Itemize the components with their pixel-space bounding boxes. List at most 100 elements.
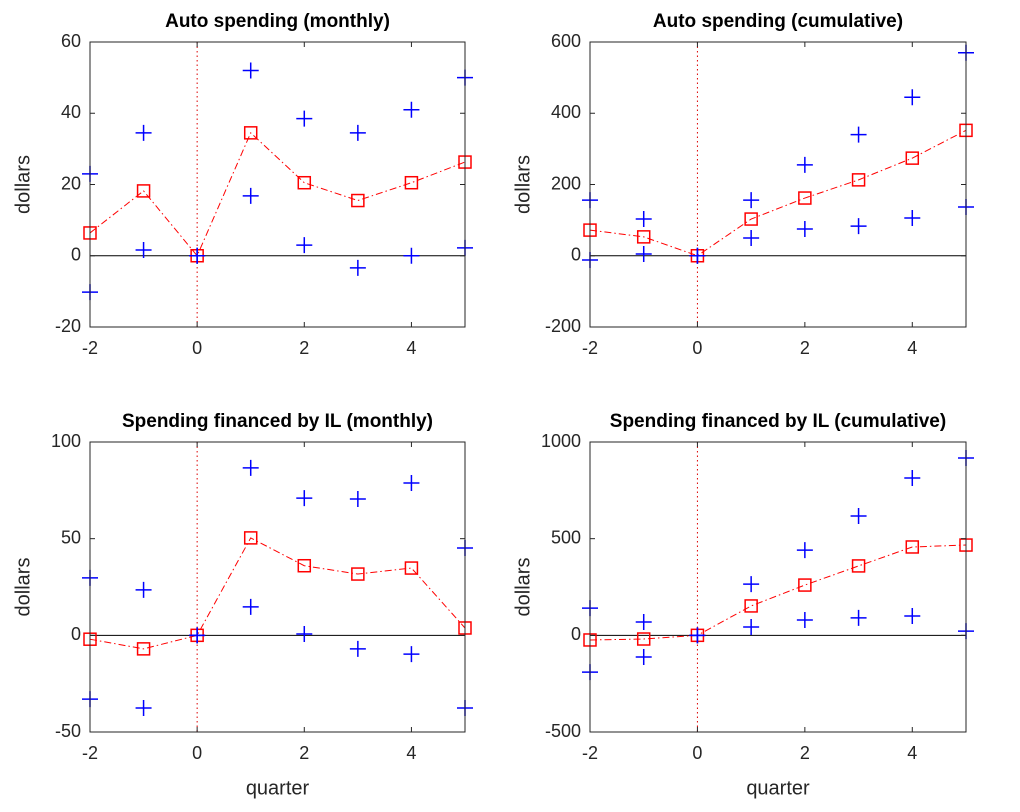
y-tick-label: 60 bbox=[61, 31, 81, 51]
x-tick-label: -2 bbox=[582, 743, 598, 763]
square-marker bbox=[851, 559, 866, 573]
square-marker bbox=[243, 531, 258, 545]
plus-marker bbox=[296, 110, 313, 127]
square-marker bbox=[798, 191, 812, 205]
square-marker bbox=[136, 642, 151, 656]
y-tick-label: 100 bbox=[51, 431, 81, 451]
plus-marker bbox=[796, 612, 813, 629]
square-marker bbox=[243, 126, 258, 140]
y-tick-label: 200 bbox=[551, 173, 581, 193]
square-marker bbox=[636, 632, 651, 646]
y-axis-label: dollars bbox=[512, 558, 534, 617]
y-axis-label: dollars bbox=[512, 155, 534, 214]
chart-title: Spending financed by IL (cumulative) bbox=[610, 411, 946, 432]
x-tick-label: 0 bbox=[692, 743, 702, 763]
y-axis-label: dollars bbox=[12, 155, 34, 214]
square-marker bbox=[404, 561, 419, 575]
square-marker bbox=[351, 567, 365, 581]
plus-marker bbox=[403, 646, 420, 663]
plot-area bbox=[590, 42, 966, 327]
plus-marker bbox=[743, 229, 760, 246]
plus-marker bbox=[635, 245, 652, 262]
y-tick-label: 0 bbox=[571, 624, 581, 644]
plus-marker bbox=[904, 89, 921, 106]
y-tick-label: 400 bbox=[551, 102, 581, 122]
y-axis-label: dollars bbox=[12, 558, 34, 617]
plus-marker bbox=[403, 474, 420, 491]
square-marker bbox=[297, 558, 312, 573]
plus-marker bbox=[743, 619, 760, 636]
x-tick-label: 0 bbox=[192, 338, 202, 358]
series-line bbox=[89, 537, 466, 650]
plus-marker bbox=[850, 609, 867, 626]
y-tick-label: 20 bbox=[61, 173, 81, 193]
plus-marker bbox=[135, 700, 152, 717]
y-tick-label: -20 bbox=[55, 316, 81, 336]
plot-area bbox=[590, 442, 966, 732]
x-tick-label: 4 bbox=[406, 338, 416, 358]
y-tick-label: -500 bbox=[545, 721, 581, 741]
plus-marker bbox=[296, 237, 313, 254]
plus-marker bbox=[135, 242, 152, 259]
y-tick-label: 50 bbox=[61, 527, 81, 547]
y-tick-label: 0 bbox=[71, 245, 81, 265]
x-tick-label: 4 bbox=[406, 743, 416, 763]
plus-marker bbox=[296, 625, 313, 642]
plus-marker bbox=[242, 62, 259, 79]
plus-marker bbox=[796, 221, 813, 238]
square-marker bbox=[744, 599, 758, 613]
x-tick-label: 2 bbox=[299, 338, 309, 358]
series-line bbox=[89, 131, 466, 257]
x-tick-label: 2 bbox=[299, 743, 309, 763]
plus-marker bbox=[296, 490, 313, 507]
x-tick-label: -2 bbox=[82, 338, 98, 358]
plus-marker bbox=[796, 542, 813, 559]
plot-area bbox=[90, 42, 465, 327]
plus-marker bbox=[743, 192, 760, 209]
y-tick-label: 40 bbox=[61, 102, 81, 122]
y-tick-label: 1000 bbox=[541, 431, 581, 451]
plus-marker bbox=[850, 218, 867, 235]
x-tick-label: 2 bbox=[800, 743, 810, 763]
chart-title: Auto spending (monthly) bbox=[165, 11, 390, 32]
chart-title: Spending financed by IL (monthly) bbox=[122, 411, 433, 432]
plus-marker bbox=[850, 126, 867, 143]
series-line bbox=[589, 129, 967, 257]
axes-box bbox=[89, 441, 466, 733]
plus-marker bbox=[635, 648, 652, 665]
square-marker bbox=[636, 230, 651, 244]
plus-marker bbox=[135, 124, 152, 141]
square-marker bbox=[851, 173, 866, 187]
y-tick-label: 0 bbox=[71, 624, 81, 644]
x-axis-label: quarter bbox=[746, 777, 810, 799]
plus-marker bbox=[349, 124, 366, 141]
y-tick-label: 600 bbox=[551, 31, 581, 51]
plus-marker bbox=[242, 598, 259, 615]
square-marker bbox=[744, 212, 758, 226]
plus-marker bbox=[796, 156, 813, 173]
y-tick-label: 0 bbox=[571, 245, 581, 265]
x-tick-label: 4 bbox=[907, 743, 917, 763]
square-marker bbox=[905, 540, 920, 554]
chart-title: Auto spending (cumulative) bbox=[653, 11, 903, 32]
plus-marker bbox=[135, 581, 152, 598]
axes-box bbox=[589, 441, 967, 733]
square-marker bbox=[404, 175, 419, 190]
plus-marker bbox=[242, 187, 259, 204]
x-tick-label: 0 bbox=[192, 743, 202, 763]
plus-marker bbox=[349, 640, 366, 657]
plus-marker bbox=[743, 576, 760, 593]
plus-marker bbox=[349, 259, 366, 276]
plus-marker bbox=[689, 627, 706, 644]
x-tick-label: -2 bbox=[82, 743, 98, 763]
square-marker bbox=[136, 184, 151, 198]
plus-marker bbox=[349, 491, 366, 508]
x-tick-label: 4 bbox=[907, 338, 917, 358]
plus-marker bbox=[189, 247, 206, 264]
x-tick-label: 0 bbox=[692, 338, 702, 358]
x-tick-label: 2 bbox=[800, 338, 810, 358]
plus-marker bbox=[850, 508, 867, 525]
square-marker bbox=[905, 151, 920, 165]
plus-marker bbox=[635, 211, 652, 228]
square-marker bbox=[351, 193, 365, 208]
